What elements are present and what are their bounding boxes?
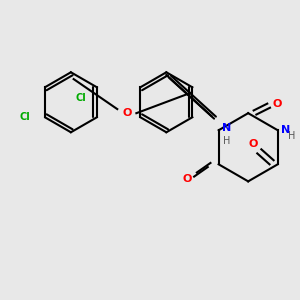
Text: O: O bbox=[272, 99, 281, 109]
Text: Cl: Cl bbox=[19, 112, 30, 122]
Text: N: N bbox=[281, 125, 290, 135]
Text: O: O bbox=[183, 174, 192, 184]
Text: O: O bbox=[248, 139, 258, 149]
Text: Cl: Cl bbox=[75, 93, 86, 103]
Text: H: H bbox=[288, 131, 295, 141]
Text: O: O bbox=[122, 108, 131, 118]
Text: H: H bbox=[223, 136, 230, 146]
Text: N: N bbox=[222, 122, 232, 133]
